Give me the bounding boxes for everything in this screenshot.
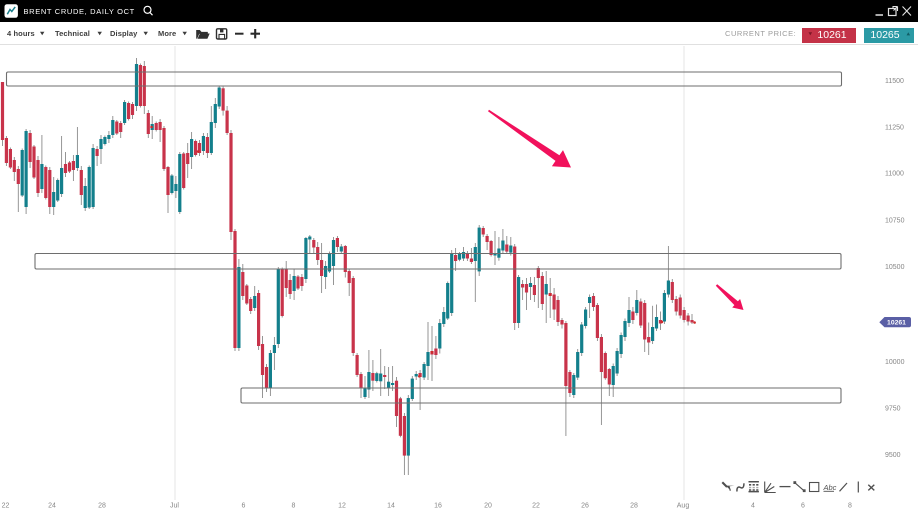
svg-text:28: 28	[98, 503, 106, 510]
svg-text:24: 24	[48, 503, 56, 510]
svg-text:10750: 10750	[885, 218, 905, 225]
svg-text:6: 6	[242, 503, 246, 510]
svg-text:22: 22	[2, 503, 10, 510]
svg-text:4: 4	[751, 503, 755, 510]
svg-text:26: 26	[581, 503, 589, 510]
svg-text:6: 6	[801, 503, 805, 510]
svg-text:8: 8	[848, 503, 852, 510]
svg-text:20: 20	[484, 503, 492, 510]
svg-text:16: 16	[434, 503, 442, 510]
svg-text:Aug: Aug	[677, 503, 690, 510]
svg-text:9500: 9500	[885, 452, 901, 459]
svg-text:10500: 10500	[885, 264, 905, 271]
svg-text:11500: 11500	[885, 78, 904, 85]
svg-text:9750: 9750	[885, 406, 901, 413]
svg-text:8: 8	[292, 503, 296, 510]
svg-text:12: 12	[338, 503, 346, 510]
svg-text:28: 28	[630, 503, 638, 510]
svg-text:Jul: Jul	[170, 503, 179, 510]
svg-text:10261: 10261	[887, 320, 906, 327]
svg-text:11250: 11250	[885, 125, 904, 132]
svg-text:10000: 10000	[885, 359, 905, 366]
svg-text:Abc: Abc	[823, 483, 837, 492]
svg-text:14: 14	[387, 503, 395, 510]
svg-text:11000: 11000	[885, 171, 904, 178]
svg-text:22: 22	[532, 503, 540, 510]
